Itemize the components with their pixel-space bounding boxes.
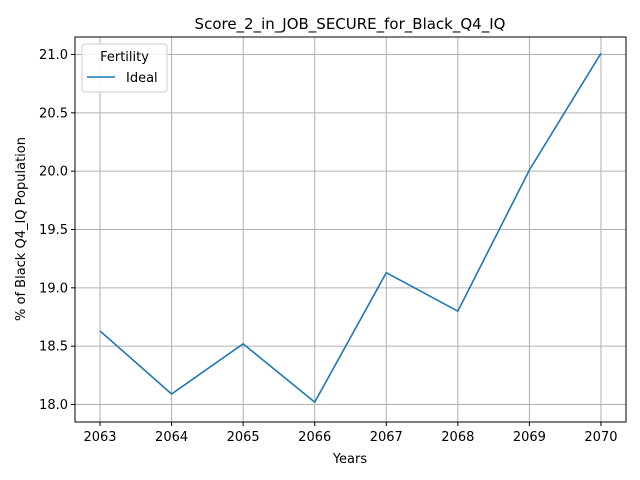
y-tick-label: 18.5: [39, 340, 68, 355]
x-axis: 2063 2064 2065 2066 2067 2068 2069 2070: [83, 422, 618, 445]
y-axis: 18.0 18.5 19.0 19.5 20.0 20.5 21.0: [39, 48, 75, 413]
y-axis-label: % of Black Q4_IQ Population: [14, 137, 29, 321]
y-tick-label: 21.0: [39, 48, 68, 63]
x-tick-label: 2064: [155, 430, 188, 445]
x-tick-label: 2069: [513, 430, 546, 445]
y-tick-label: 19.0: [39, 281, 68, 296]
legend-box: [81, 43, 168, 93]
grid: [75, 37, 626, 422]
x-tick-label: 2065: [227, 430, 260, 445]
legend-title: Fertility: [100, 50, 149, 65]
x-tick-label: 2070: [584, 430, 617, 445]
x-tick-label: 2066: [298, 430, 331, 445]
y-tick-label: 18.0: [39, 398, 68, 413]
series-layer: [99, 52, 602, 403]
y-tick-label: 19.5: [39, 223, 68, 238]
x-tick-label: 2063: [83, 430, 116, 445]
x-tick-label: 2067: [370, 430, 403, 445]
x-tick-label: 2068: [441, 430, 474, 445]
legend: Fertility Ideal: [81, 43, 168, 93]
series-line-ideal: [99, 52, 602, 403]
y-tick-label: 20.0: [39, 165, 68, 180]
legend-label-ideal: Ideal: [126, 71, 158, 86]
x-axis-label: Years: [332, 452, 368, 467]
y-tick-label: 20.5: [39, 106, 68, 121]
chart-title: Score_2_in_JOB_SECURE_for_Black_Q4_IQ: [195, 15, 506, 34]
